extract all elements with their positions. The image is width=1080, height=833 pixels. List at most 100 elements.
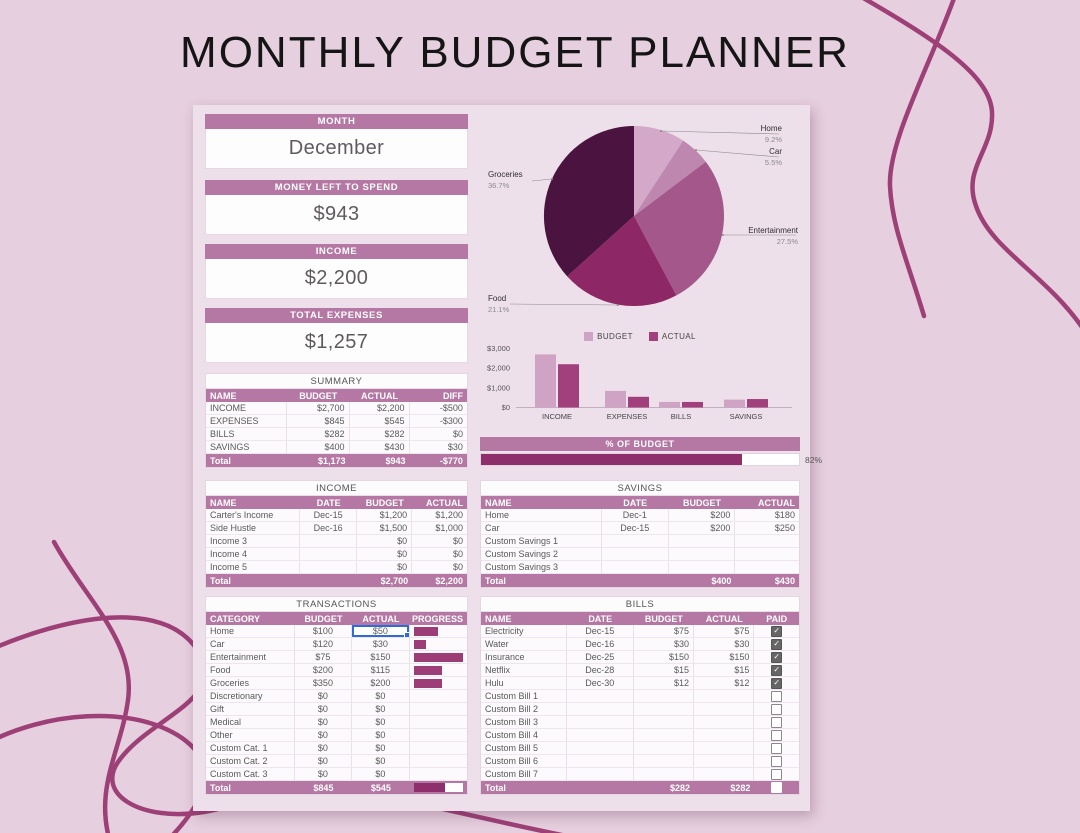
- cell[interactable]: Side Hustle: [206, 522, 300, 534]
- cell[interactable]: Custom Bill 4: [481, 729, 567, 741]
- cell[interactable]: [735, 561, 799, 573]
- cell[interactable]: [754, 716, 799, 728]
- cell[interactable]: [694, 755, 755, 767]
- cell[interactable]: $0: [357, 548, 413, 560]
- cell[interactable]: Total: [210, 782, 231, 793]
- cell[interactable]: [694, 690, 755, 702]
- cell[interactable]: $0: [357, 561, 413, 573]
- cell[interactable]: [754, 729, 799, 741]
- cell[interactable]: $400: [287, 441, 350, 453]
- cell[interactable]: [754, 690, 799, 702]
- paid-checkbox[interactable]: [771, 768, 783, 780]
- cell[interactable]: SAVINGS: [206, 441, 287, 453]
- cell[interactable]: [410, 781, 467, 794]
- cell[interactable]: [567, 729, 634, 741]
- cell[interactable]: $0: [352, 690, 410, 702]
- cell[interactable]: $282: [350, 428, 410, 440]
- paid-checkbox[interactable]: ✓: [771, 625, 783, 637]
- cell[interactable]: [602, 548, 669, 560]
- paid-checkbox[interactable]: ✓: [771, 638, 783, 650]
- cell[interactable]: [694, 742, 755, 754]
- cell[interactable]: $0: [352, 755, 410, 767]
- cell[interactable]: $2,700: [380, 575, 409, 586]
- cell[interactable]: [634, 755, 695, 767]
- cell[interactable]: Dec-28: [567, 664, 634, 676]
- cell[interactable]: Medical: [206, 716, 295, 728]
- cell[interactable]: [300, 535, 358, 547]
- cell[interactable]: [634, 768, 695, 780]
- cell[interactable]: Groceries: [206, 677, 295, 689]
- cell[interactable]: $1,000: [435, 523, 463, 533]
- cell[interactable]: $0: [352, 742, 410, 754]
- cell[interactable]: $0: [352, 716, 410, 728]
- paid-checkbox[interactable]: ✓: [771, 677, 783, 689]
- cell[interactable]: ✓: [754, 651, 799, 663]
- cell[interactable]: Car: [481, 522, 602, 534]
- cell[interactable]: [602, 561, 669, 573]
- cell[interactable]: ✓: [754, 664, 799, 676]
- cell[interactable]: [735, 548, 799, 560]
- cell[interactable]: EXPENSES: [206, 415, 287, 427]
- cell[interactable]: $400: [711, 575, 732, 586]
- cell[interactable]: $1,200: [357, 509, 413, 521]
- paid-checkbox[interactable]: [771, 755, 783, 767]
- card-income-value[interactable]: $2,200: [205, 259, 468, 299]
- progress-bar[interactable]: [410, 729, 467, 741]
- cell[interactable]: $350: [295, 677, 353, 689]
- cell[interactable]: Entertainment: [206, 651, 295, 663]
- cell[interactable]: Custom Savings 1: [481, 535, 602, 547]
- cell[interactable]: $1,500: [357, 522, 413, 534]
- cell[interactable]: [634, 690, 695, 702]
- cell[interactable]: INCOME: [206, 402, 287, 414]
- cell[interactable]: Custom Bill 5: [481, 742, 567, 754]
- cell[interactable]: Dec-15: [300, 509, 358, 521]
- paid-checkbox[interactable]: [771, 716, 783, 728]
- progress-bar[interactable]: [410, 625, 467, 637]
- cell[interactable]: -$500: [439, 403, 463, 413]
- cell[interactable]: Water: [481, 638, 567, 650]
- cell[interactable]: Netflix: [481, 664, 567, 676]
- paid-checkbox[interactable]: [771, 742, 783, 754]
- cell[interactable]: Custom Bill 3: [481, 716, 567, 728]
- card-money-left-to-spend-value[interactable]: $943: [205, 195, 468, 235]
- cell[interactable]: $200: [352, 677, 410, 689]
- progress-bar[interactable]: [410, 755, 467, 767]
- cell[interactable]: $30: [352, 638, 410, 650]
- cell[interactable]: -$300: [439, 416, 463, 426]
- cell[interactable]: $282: [670, 782, 691, 793]
- cell[interactable]: Custom Cat. 1: [206, 742, 295, 754]
- cell[interactable]: [754, 742, 799, 754]
- cell[interactable]: Custom Bill 2: [481, 703, 567, 715]
- cell[interactable]: [602, 574, 669, 587]
- cell[interactable]: [634, 703, 695, 715]
- cell[interactable]: $0: [452, 549, 463, 559]
- progress-bar[interactable]: [410, 703, 467, 715]
- cell[interactable]: ✓: [754, 638, 799, 650]
- cell[interactable]: BILLS: [206, 428, 287, 440]
- cell[interactable]: $200: [295, 664, 353, 676]
- cell[interactable]: Income 5: [206, 561, 300, 573]
- paid-checkbox[interactable]: ✓: [771, 651, 783, 663]
- cell[interactable]: Income 3: [206, 535, 300, 547]
- cell[interactable]: $545: [370, 782, 391, 793]
- cell[interactable]: Home: [481, 509, 602, 521]
- cell[interactable]: $15: [694, 664, 755, 676]
- paid-checkbox[interactable]: [771, 703, 783, 715]
- cell[interactable]: $943: [385, 455, 406, 466]
- cell[interactable]: $12: [694, 677, 755, 689]
- cell[interactable]: [669, 548, 736, 560]
- cell[interactable]: Total: [210, 455, 231, 466]
- cell[interactable]: $200: [669, 522, 736, 534]
- cell[interactable]: ✓: [754, 625, 799, 637]
- cell[interactable]: [567, 768, 634, 780]
- cell[interactable]: Custom Bill 1: [481, 690, 567, 702]
- cell[interactable]: [694, 729, 755, 741]
- cell[interactable]: $430: [774, 575, 795, 586]
- cell[interactable]: Other: [206, 729, 295, 741]
- cell[interactable]: Dec-16: [300, 522, 358, 534]
- cell[interactable]: $75: [694, 625, 755, 637]
- cell[interactable]: [300, 548, 358, 560]
- cell[interactable]: [754, 768, 799, 780]
- cell[interactable]: Food: [206, 664, 295, 676]
- cell[interactable]: $15: [634, 664, 695, 676]
